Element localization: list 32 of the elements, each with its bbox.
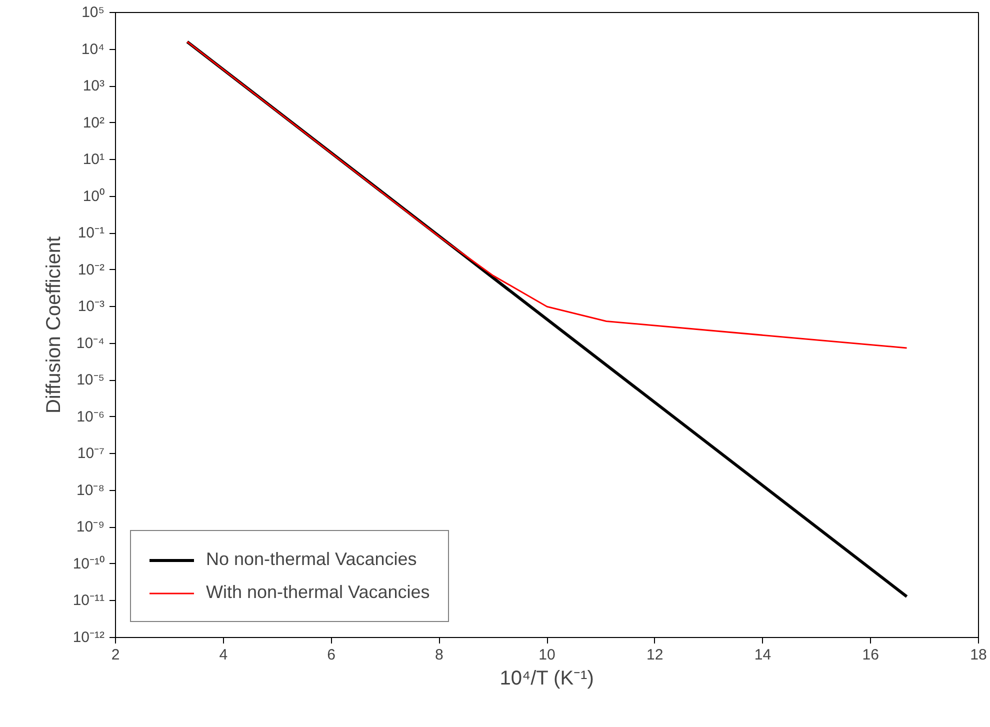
- y-tick-label: 10⁵: [82, 4, 105, 21]
- y-tick-label: 10⁴: [81, 40, 105, 58]
- line-series: [186, 41, 908, 349]
- y-tick-label: 10⁻²: [78, 261, 105, 278]
- y-tick-label: 10⁻⁶: [76, 408, 104, 426]
- y-tick-label: 10⁻¹²: [72, 629, 105, 646]
- y-tick-label: 10⁻⁷: [77, 445, 105, 462]
- x-tick-label: 2: [111, 646, 120, 664]
- legend-label: No non-thermal Vacancies: [206, 549, 417, 570]
- y-tick-label: 10⁻¹¹: [72, 592, 105, 610]
- legend-label: With non-thermal Vacancies: [206, 582, 430, 603]
- x-tick-label: 6: [327, 646, 336, 664]
- y-tick-label: 10⁻⁸: [76, 482, 105, 499]
- y-tick-label: 10⁻⁹: [76, 518, 104, 536]
- x-axis-title: 10⁴/T (K⁻¹): [500, 668, 594, 690]
- x-tick-label: 12: [646, 646, 664, 664]
- y-tick-label: 10⁻⁴: [76, 334, 105, 352]
- y-tick-label: 10³: [82, 78, 105, 95]
- x-tick-label: 14: [754, 646, 772, 664]
- x-tick-label: 8: [434, 646, 444, 664]
- y-axis-title: Diffusion Coefficient: [42, 236, 65, 414]
- y-tick-label: 10⁻¹⁰: [72, 555, 105, 572]
- y-tick-label: 10²: [82, 114, 105, 132]
- y-tick-label: 10⁰: [82, 188, 105, 205]
- y-tick-label: 10⁻⁵: [76, 372, 105, 389]
- y-tick-label: 10⁻³: [78, 298, 105, 316]
- x-tick-label: 16: [862, 646, 879, 664]
- y-tick-label: 10¹: [82, 151, 105, 168]
- y-tick-label: 10⁻¹: [78, 224, 105, 242]
- x-tick-label: 4: [219, 646, 228, 664]
- x-tick-label: 18: [970, 646, 987, 664]
- x-tick-label: 10: [538, 646, 556, 664]
